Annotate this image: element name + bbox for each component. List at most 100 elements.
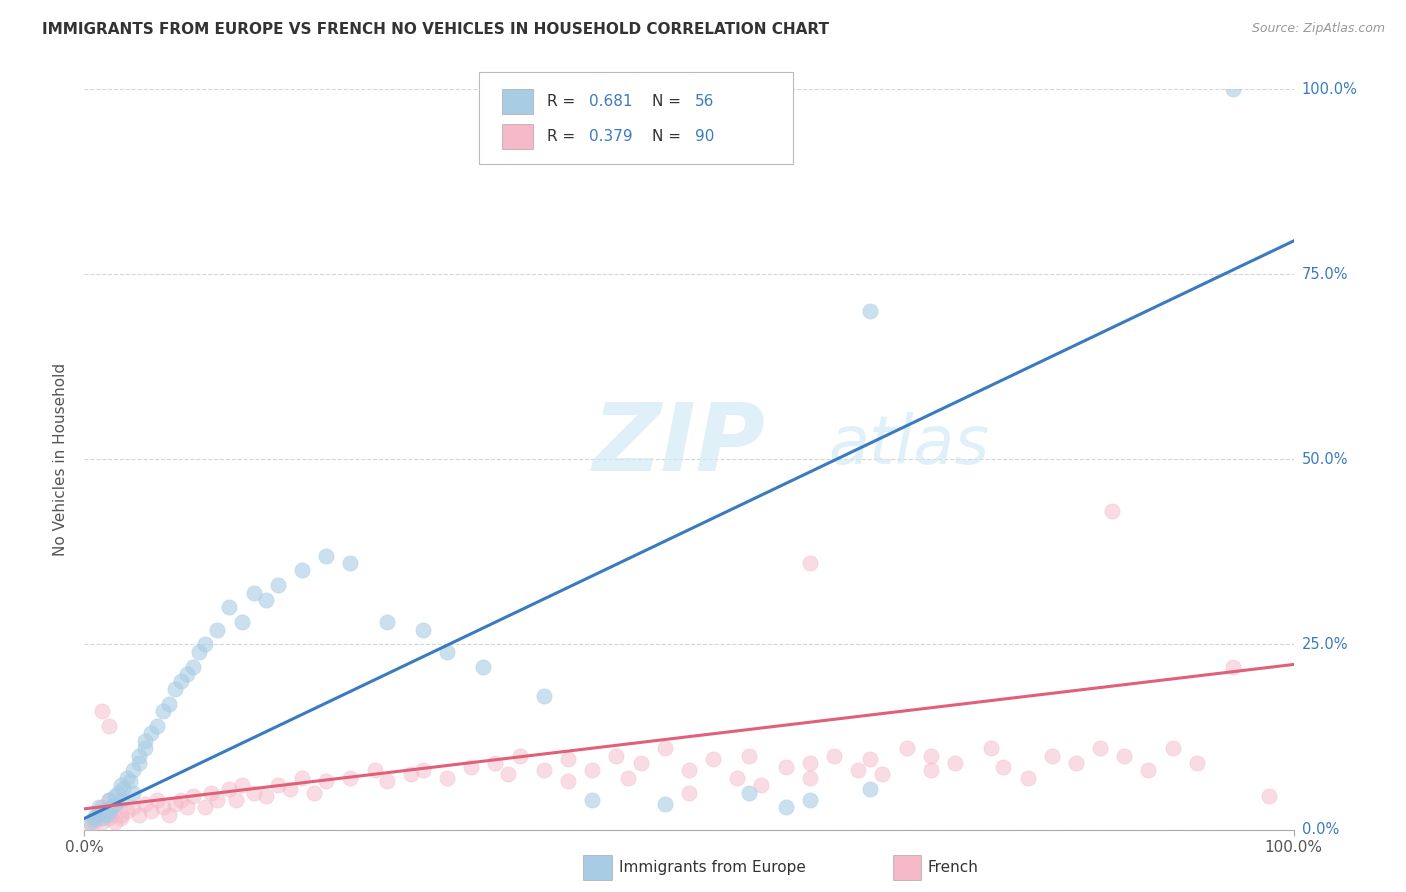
Point — [128, 756, 150, 770]
Point — [678, 786, 700, 800]
Point — [775, 759, 797, 773]
Point — [302, 786, 325, 800]
Point — [1137, 764, 1160, 778]
Point — [315, 774, 337, 789]
Point — [97, 719, 120, 733]
Point — [225, 793, 247, 807]
Point — [94, 804, 117, 818]
Point — [194, 637, 217, 651]
Point — [1064, 756, 1087, 770]
Point — [231, 778, 253, 792]
Point — [472, 659, 495, 673]
Point — [943, 756, 966, 770]
Point — [112, 781, 135, 796]
Text: N =: N = — [652, 94, 686, 109]
Point — [207, 793, 229, 807]
Point — [157, 807, 180, 822]
Point — [121, 786, 143, 800]
Point — [87, 807, 110, 822]
Text: R =: R = — [547, 129, 581, 145]
Point — [152, 800, 174, 814]
Point — [83, 815, 105, 830]
Point — [97, 812, 120, 826]
Point — [107, 786, 129, 800]
Point — [104, 815, 127, 830]
Point — [165, 797, 187, 811]
Point — [188, 645, 211, 659]
Point — [176, 800, 198, 814]
Point — [181, 789, 204, 804]
Point — [496, 767, 519, 781]
Point — [128, 807, 150, 822]
Point — [86, 812, 108, 826]
Point — [533, 690, 555, 704]
Point — [110, 807, 132, 822]
Point — [980, 741, 1002, 756]
Point — [799, 793, 821, 807]
Point — [291, 564, 314, 578]
Point — [291, 771, 314, 785]
Point — [1258, 789, 1281, 804]
Point — [654, 741, 676, 756]
Point — [115, 804, 138, 818]
Point — [100, 800, 122, 814]
Point — [267, 578, 290, 592]
Text: IMMIGRANTS FROM EUROPE VS FRENCH NO VEHICLES IN HOUSEHOLD CORRELATION CHART: IMMIGRANTS FROM EUROPE VS FRENCH NO VEHI… — [42, 22, 830, 37]
Point — [91, 815, 114, 830]
Point — [176, 667, 198, 681]
Point — [859, 781, 882, 796]
Point — [605, 748, 627, 763]
Point — [1185, 756, 1208, 770]
Point — [97, 793, 120, 807]
Point — [920, 748, 942, 763]
Point — [1040, 748, 1063, 763]
Point — [896, 741, 918, 756]
Point — [702, 752, 724, 766]
Point — [751, 778, 773, 792]
Text: 90: 90 — [695, 129, 714, 145]
Point — [134, 741, 156, 756]
Point — [1114, 748, 1136, 763]
Point — [121, 764, 143, 778]
Point — [339, 556, 361, 570]
Point — [254, 593, 277, 607]
Point — [94, 807, 117, 822]
Point — [375, 774, 398, 789]
Point — [87, 800, 110, 814]
Text: 100.0%: 100.0% — [1302, 82, 1358, 96]
Point — [165, 681, 187, 696]
Point — [846, 764, 869, 778]
Point — [128, 748, 150, 763]
Point — [83, 812, 105, 826]
Point — [218, 600, 240, 615]
Point — [110, 793, 132, 807]
Point — [134, 733, 156, 747]
Point — [181, 659, 204, 673]
Point — [484, 756, 506, 770]
Point — [110, 812, 132, 826]
Point — [1101, 504, 1123, 518]
Point — [509, 748, 531, 763]
Point — [738, 748, 761, 763]
Point — [104, 789, 127, 804]
Point — [581, 764, 603, 778]
Point — [738, 786, 761, 800]
Point — [170, 793, 193, 807]
Point — [872, 767, 894, 781]
Point — [339, 771, 361, 785]
Point — [363, 764, 385, 778]
Point — [254, 789, 277, 804]
Point — [617, 771, 640, 785]
Point — [146, 719, 169, 733]
Point — [859, 752, 882, 766]
Point — [1222, 659, 1244, 673]
Text: 50.0%: 50.0% — [1302, 452, 1348, 467]
Text: 25.0%: 25.0% — [1302, 637, 1348, 652]
Point — [242, 786, 264, 800]
Point — [115, 771, 138, 785]
Point — [152, 704, 174, 718]
Point — [557, 752, 579, 766]
Text: 56: 56 — [695, 94, 714, 109]
Point — [557, 774, 579, 789]
Point — [104, 797, 127, 811]
